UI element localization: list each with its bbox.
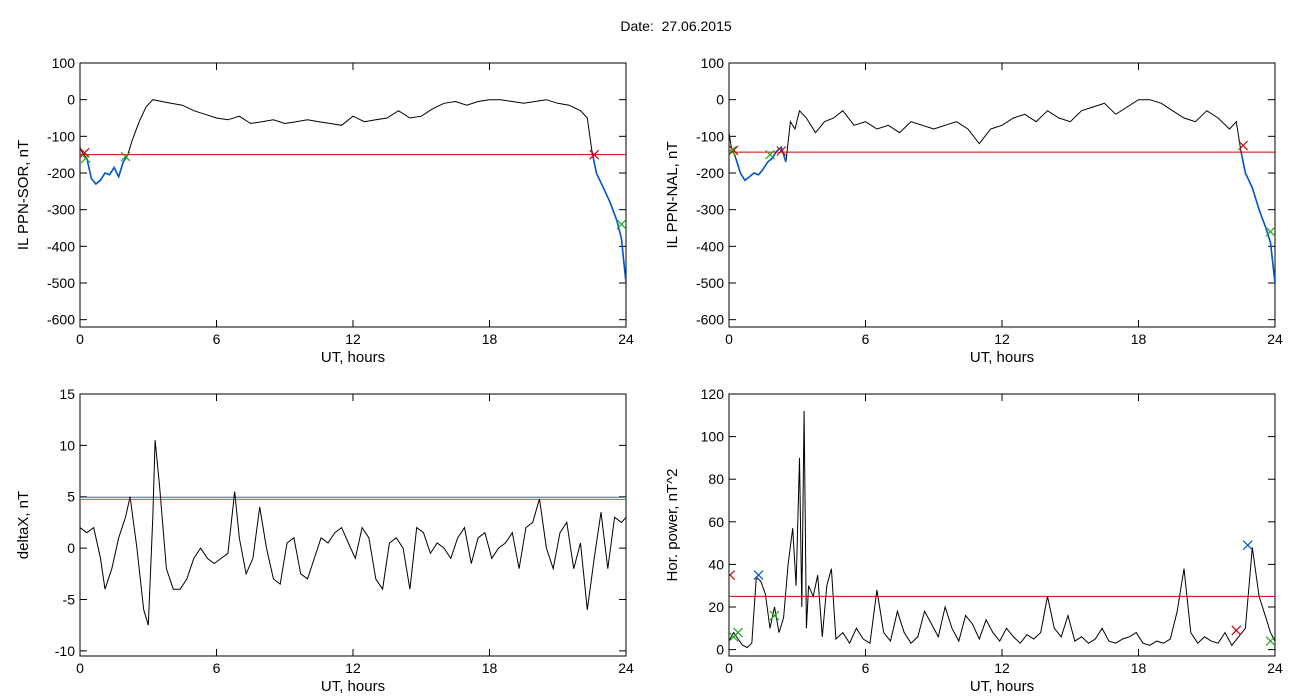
marker-green	[1265, 636, 1275, 647]
y-tick-label: 20	[708, 599, 724, 615]
marker-red	[729, 145, 739, 156]
series-highlight	[735, 145, 787, 182]
panel-ppn-nal: 0 6 12 18 24 -600 -500 -400 -300 -200 -100 0 100 UT, …	[664, 55, 1283, 366]
marker-green	[120, 151, 131, 162]
y-axis-label: Hor. power, nT^2	[664, 469, 681, 582]
figure-title: Date: 27.06.2015	[0, 18, 1300, 34]
figure-title-prefix: Date:	[620, 18, 654, 34]
y-axis-label: IL PPN-SOR, nT	[15, 140, 32, 250]
x-tick-label: 24	[1267, 660, 1283, 676]
x-tick-label: 24	[1267, 331, 1283, 347]
marker-red	[1238, 140, 1249, 151]
y-tick-label: -500	[696, 275, 724, 291]
y-tick-label: -100	[47, 128, 75, 144]
x-tick-label: 6	[862, 331, 870, 347]
plot-area	[80, 440, 626, 626]
plot-area	[80, 99, 626, 284]
x-tick-label: 0	[725, 331, 733, 347]
x-axis-label: UT, hours	[321, 678, 385, 695]
y-tick-label: -600	[696, 312, 724, 328]
y-tick-label: -200	[696, 165, 724, 181]
plot-frame	[728, 62, 1276, 328]
marker-red	[589, 149, 600, 160]
series-line	[729, 99, 1275, 284]
x-tick-label: 24	[618, 660, 634, 676]
x-tick-label: 12	[345, 660, 361, 676]
y-tick-label: -300	[47, 202, 75, 218]
x-tick-label: 0	[725, 660, 733, 676]
y-tick-label: -300	[696, 202, 724, 218]
x-tick-label: 12	[345, 331, 361, 347]
x-tick-label: 12	[994, 331, 1010, 347]
y-tick-label: 10	[59, 437, 75, 453]
plot-frame	[728, 393, 1276, 657]
y-tick-label: -400	[696, 238, 724, 254]
x-tick-label: 18	[482, 331, 498, 347]
y-tick-label: 0	[716, 92, 724, 108]
x-tick-label: 18	[1131, 331, 1147, 347]
marker-green	[616, 219, 626, 230]
marker-green	[80, 153, 91, 164]
y-tick-label: 60	[708, 514, 724, 530]
x-tick-label: 24	[618, 331, 634, 347]
marker-red	[729, 570, 736, 580]
y-tick-label: -500	[47, 275, 75, 291]
panel-hor-power: 0 6 12 18 24 0 20 40 60 80 100 120 UT, hours Hor. pow…	[664, 386, 1283, 695]
x-tick-label: 0	[76, 660, 84, 676]
series-highlight	[591, 150, 626, 284]
y-tick-label: 80	[708, 471, 724, 487]
y-tick-label: -200	[47, 165, 75, 181]
x-axis-label: UT, hours	[321, 349, 385, 366]
y-tick-label: 120	[701, 386, 725, 402]
x-tick-label: 6	[213, 331, 221, 347]
panel-ppn-sor: 0 6 12 18 24 -600 -500 -400 -300 -200 -100 0 100 UT, …	[15, 55, 634, 366]
y-tick-label: 0	[716, 642, 724, 658]
marker-red	[1231, 625, 1242, 636]
series-highlight	[1240, 150, 1275, 284]
marker-green	[729, 146, 737, 156]
plot-frame	[79, 393, 627, 657]
plot-area	[729, 99, 1275, 284]
x-tick-label: 0	[76, 331, 84, 347]
x-tick-label: 6	[862, 660, 870, 676]
figure-title-date: 27.06.2015	[661, 18, 732, 34]
x-axis-label: UT, hours	[970, 678, 1034, 695]
marker-blue	[753, 570, 764, 580]
x-tick-label: 18	[482, 660, 498, 676]
y-tick-label: -600	[47, 312, 75, 328]
plot-frame	[79, 62, 627, 328]
y-tick-label: 100	[52, 55, 76, 71]
panel-deltax: 0 6 12 18 24 -10 -5 0 5 10 15 UT, hours deltaX, nT	[15, 386, 634, 695]
y-tick-label: 40	[708, 556, 724, 572]
marker-red	[776, 146, 787, 156]
y-axis-label: deltaX, nT	[15, 491, 32, 559]
marker-green	[765, 149, 775, 160]
y-tick-label: -400	[47, 238, 75, 254]
y-tick-label: -5	[63, 591, 76, 607]
plot-area	[729, 410, 1275, 649]
series-line	[729, 410, 1275, 649]
x-tick-label: 18	[1131, 660, 1147, 676]
marker-green	[1265, 226, 1275, 237]
series-line	[80, 99, 626, 284]
x-tick-label: 6	[213, 660, 221, 676]
x-axis-label: UT, hours	[970, 349, 1034, 366]
y-tick-label: -10	[55, 643, 75, 659]
y-tick-label: 5	[67, 489, 75, 505]
y-axis-label: IL PPN-NAL, nT	[664, 142, 681, 249]
series-highlight	[86, 154, 129, 186]
y-tick-label: 15	[59, 386, 75, 402]
marker-blue	[1242, 540, 1253, 551]
y-tick-label: 0	[67, 540, 75, 556]
y-tick-label: 100	[701, 55, 725, 71]
x-tick-label: 12	[994, 660, 1010, 676]
y-tick-label: 0	[67, 92, 75, 108]
marker-green	[769, 610, 780, 621]
series-line	[80, 440, 626, 626]
marker-green	[733, 627, 744, 638]
y-tick-label: 100	[701, 429, 725, 445]
y-tick-label: -100	[696, 128, 724, 144]
